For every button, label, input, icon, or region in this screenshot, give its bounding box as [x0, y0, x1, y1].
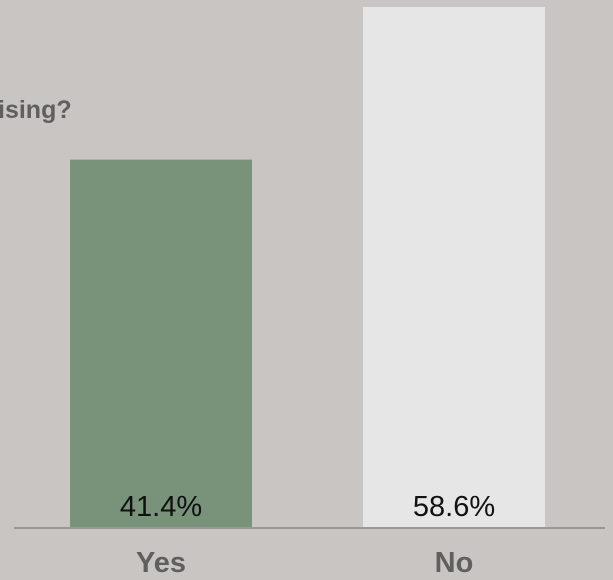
labels-group: Yes No	[136, 547, 473, 579]
bar-yes	[70, 159, 252, 527]
bars-group: 41.4% 58.6%	[70, 7, 545, 527]
bar-no	[363, 7, 545, 527]
value-label-yes: 41.4%	[120, 491, 202, 523]
question-title: ising?	[0, 96, 72, 124]
category-label-yes: Yes	[136, 547, 186, 579]
category-label-no: No	[435, 547, 474, 579]
value-label-no: 58.6%	[413, 491, 495, 523]
